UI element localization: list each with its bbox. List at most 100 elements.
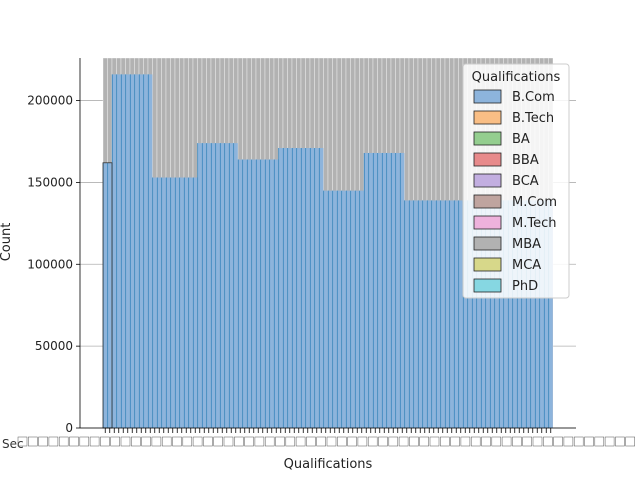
foreground-bars <box>102 74 553 429</box>
bar-bcom <box>269 159 274 428</box>
x-tick-label-glyph <box>161 436 172 447</box>
legend-swatch <box>473 215 502 230</box>
bar-bcom <box>485 200 490 428</box>
x-tick-label-glyph <box>316 436 326 447</box>
bar-bcom <box>517 200 522 428</box>
x-tick-label-glyph <box>28 436 38 447</box>
x-tick-label-glyph <box>429 436 440 447</box>
bar-bcom <box>431 200 436 428</box>
x-tick-label-glyph <box>58 436 69 447</box>
bar-bcom <box>454 200 459 428</box>
legend-swatch <box>473 110 502 125</box>
bar-bcom <box>175 177 180 428</box>
bar-bcom <box>445 200 450 428</box>
bar-bcom <box>440 200 445 428</box>
bar-bcom <box>251 159 256 428</box>
bar-bcom <box>539 200 544 428</box>
y-tick-label: 100000 <box>27 257 73 271</box>
legend-label: BA <box>512 132 530 147</box>
bar-bcom <box>301 148 306 428</box>
bar-bcom <box>121 74 126 429</box>
bar-bcom <box>341 190 346 428</box>
bar-bcom <box>130 74 135 429</box>
bar-bcom <box>148 74 153 429</box>
bar-bcom <box>260 159 265 428</box>
y-tick-label: 150000 <box>27 175 73 189</box>
x-tick-label-glyph <box>38 436 48 447</box>
bar-bcom <box>134 74 139 429</box>
x-tick-label-glyph <box>326 436 337 447</box>
legend-swatch <box>473 278 502 293</box>
legend-label: BBA <box>512 153 539 168</box>
bar-bcom <box>422 200 427 428</box>
x-tick-label-glyph <box>573 436 584 447</box>
bar-bcom <box>521 200 526 428</box>
x-tick-label-glyph <box>440 436 450 447</box>
bar-bcom <box>481 200 486 428</box>
x-tick-label-glyph <box>604 436 615 447</box>
bar-bcom <box>202 143 207 428</box>
bar-bcom <box>332 190 337 428</box>
bar-bcom <box>350 190 355 428</box>
bar-bcom <box>400 152 405 428</box>
x-tick-label-glyph <box>79 436 90 447</box>
x-tick-label-glyph <box>450 436 460 447</box>
bar-bcom <box>292 148 297 428</box>
legend-swatch <box>473 173 502 188</box>
bar-bcom <box>184 177 189 428</box>
y-tick-label: 50000 <box>35 339 73 353</box>
x-tick-label-glyph <box>223 436 234 447</box>
bar-bcom <box>359 190 364 428</box>
bar-bcom <box>314 148 319 428</box>
bar-bcom <box>233 143 238 428</box>
x-tick-label-glyph <box>244 436 254 447</box>
x-tick-label-glyph <box>460 436 471 447</box>
bar-bcom <box>449 200 454 428</box>
bar-bcom <box>503 200 508 428</box>
legend-label: M.Com <box>512 195 557 210</box>
bar-bcom <box>472 200 477 428</box>
bar-bcom <box>548 200 553 428</box>
legend-label: MCA <box>512 258 541 273</box>
x-tick-label-glyph <box>553 436 563 447</box>
bar-bcom <box>418 200 423 428</box>
bar-bcom <box>382 152 387 428</box>
bar-bcom <box>287 148 292 428</box>
bar-bcom <box>404 200 409 428</box>
x-tick-label-glyph <box>347 436 357 447</box>
bar-bcom <box>490 200 495 428</box>
bar-bcom <box>197 143 202 428</box>
bar-bcom <box>274 159 279 428</box>
legend-swatch <box>473 89 502 104</box>
bar-bcom <box>409 200 414 428</box>
bar-bcom <box>143 74 148 429</box>
bar-bcom <box>436 200 441 428</box>
x-tick-label-glyph <box>234 436 244 447</box>
bar-bcom <box>220 143 225 428</box>
x-tick-label-glyph <box>100 436 110 447</box>
bar-bcom <box>112 74 117 429</box>
x-tick-label-glyph <box>594 436 605 447</box>
x-tick-label-glyph <box>120 436 131 447</box>
legend-title: Qualifications <box>472 70 561 85</box>
x-tick-label-glyph <box>419 436 429 447</box>
x-tick-label-glyph <box>409 436 419 447</box>
bar-bcom <box>139 74 144 429</box>
x-tick-label-glyph <box>151 436 162 447</box>
legend-label: B.Tech <box>512 111 554 126</box>
bar-bcom <box>328 190 333 428</box>
bar-bcom <box>476 200 481 428</box>
x-tick-label-glyph <box>398 436 409 447</box>
bar-bcom <box>337 190 342 428</box>
y-axis-label: Count <box>0 223 14 262</box>
bar-bcom <box>368 152 373 428</box>
bar-bcom <box>283 148 288 428</box>
bar-bcom <box>364 152 369 428</box>
x-tick-label-glyph <box>69 436 79 447</box>
legend-label: M.Tech <box>512 216 556 231</box>
legend-swatch <box>473 131 502 146</box>
x-tick-label-glyph <box>491 436 502 447</box>
bar-bcom <box>296 148 301 428</box>
x-tick-label-glyph <box>522 436 532 447</box>
y-tick-label: 0 <box>65 421 73 435</box>
